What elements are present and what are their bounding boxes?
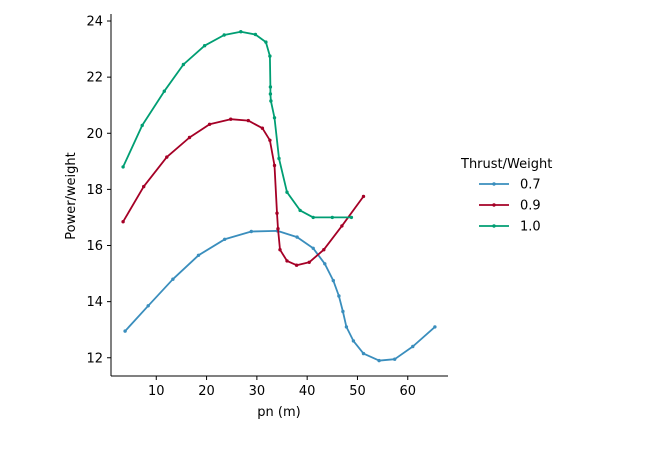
data-point <box>264 40 268 44</box>
y-tick-label: 20 <box>86 127 103 142</box>
x-tick-label: 40 <box>299 384 316 399</box>
x-tick-label: 10 <box>148 384 165 399</box>
data-point <box>202 44 207 48</box>
data-point <box>222 33 226 37</box>
data-point <box>239 30 243 34</box>
data-point <box>331 278 335 283</box>
data-point <box>322 248 326 252</box>
legend-items: 0.7 0.9 1.0 <box>479 178 541 235</box>
y-tick-label: 14 <box>86 295 103 310</box>
data-point <box>330 215 334 220</box>
data-point <box>349 215 354 220</box>
data-point <box>311 215 315 220</box>
legend-item: 1.0 <box>479 220 541 235</box>
data-point <box>277 156 281 161</box>
series-line <box>122 118 365 267</box>
data-point <box>433 325 437 329</box>
legend-item: 0.9 <box>479 199 541 214</box>
axes: 10 20 30 40 50 60 12 14 16 18 20 22 24 <box>86 14 448 399</box>
x-tick-label: 60 <box>399 384 416 399</box>
data-point <box>246 118 250 123</box>
data-point <box>269 99 273 103</box>
y-tick-label: 18 <box>86 183 103 198</box>
legend-label: 0.7 <box>520 178 541 193</box>
legend-label: 0.9 <box>520 199 541 214</box>
data-point <box>275 211 279 215</box>
data-point <box>337 294 341 298</box>
y-tick-label: 22 <box>86 71 103 86</box>
x-tick-label: 20 <box>198 384 215 399</box>
legend-item: 0.7 <box>479 178 541 193</box>
data-point <box>285 259 289 263</box>
data-point <box>294 263 299 267</box>
data-point <box>249 229 253 234</box>
data-point <box>377 358 381 363</box>
x-axis-label: pn (m) <box>257 405 300 420</box>
data-point <box>142 184 146 189</box>
data-point <box>268 54 272 58</box>
data-point <box>278 248 282 252</box>
legend-title: Thrust/Weight <box>460 157 552 172</box>
data-point <box>323 262 327 266</box>
data-point <box>268 138 272 142</box>
data-point <box>276 227 280 231</box>
x-tick-label: 30 <box>249 384 266 399</box>
data-point <box>207 122 212 127</box>
legend-marker <box>492 182 496 186</box>
data-point <box>123 329 127 333</box>
data-point <box>361 194 366 199</box>
data-point <box>223 237 227 241</box>
series-line <box>122 30 352 219</box>
data-point <box>272 163 277 168</box>
data-point <box>260 126 265 130</box>
x-tick-label: 50 <box>349 384 366 399</box>
data-point <box>295 235 299 239</box>
y-ticks: 12 14 16 18 20 22 24 <box>86 15 111 366</box>
y-tick-label: 16 <box>86 239 103 254</box>
legend-marker <box>492 224 496 228</box>
data-point <box>162 89 166 93</box>
data-point <box>285 190 289 194</box>
series-0.9 <box>121 117 366 267</box>
legend-marker <box>492 203 496 207</box>
data-point <box>298 208 302 213</box>
data-point <box>411 344 415 349</box>
data-point <box>311 246 315 250</box>
legend-label: 1.0 <box>520 220 541 235</box>
data-point <box>340 224 344 228</box>
series-line <box>124 230 436 362</box>
data-point <box>146 304 150 308</box>
data-point <box>361 351 366 356</box>
data-point <box>344 325 349 329</box>
legend: Thrust/Weight 0.7 0.9 1.0 <box>460 157 552 235</box>
data-point <box>307 260 311 264</box>
data-point <box>341 309 345 314</box>
plot-lines <box>121 30 437 363</box>
data-point <box>121 220 125 224</box>
data-point <box>196 253 201 257</box>
y-axis-label: Power/weight <box>64 152 79 240</box>
data-point <box>140 123 144 128</box>
y-tick-label: 24 <box>86 15 103 30</box>
x-ticks: 10 20 30 40 50 60 <box>148 376 416 399</box>
data-point <box>253 32 258 37</box>
data-point <box>393 357 397 361</box>
data-point <box>165 155 169 159</box>
data-point <box>351 339 356 343</box>
data-point <box>187 135 192 140</box>
data-point <box>268 92 273 96</box>
y-tick-label: 12 <box>86 351 103 366</box>
data-point <box>181 62 186 67</box>
data-point <box>272 116 277 120</box>
data-point <box>171 277 175 281</box>
data-point <box>229 117 233 121</box>
data-point <box>268 85 273 89</box>
data-point <box>121 165 125 169</box>
series-1.0 <box>121 30 354 220</box>
